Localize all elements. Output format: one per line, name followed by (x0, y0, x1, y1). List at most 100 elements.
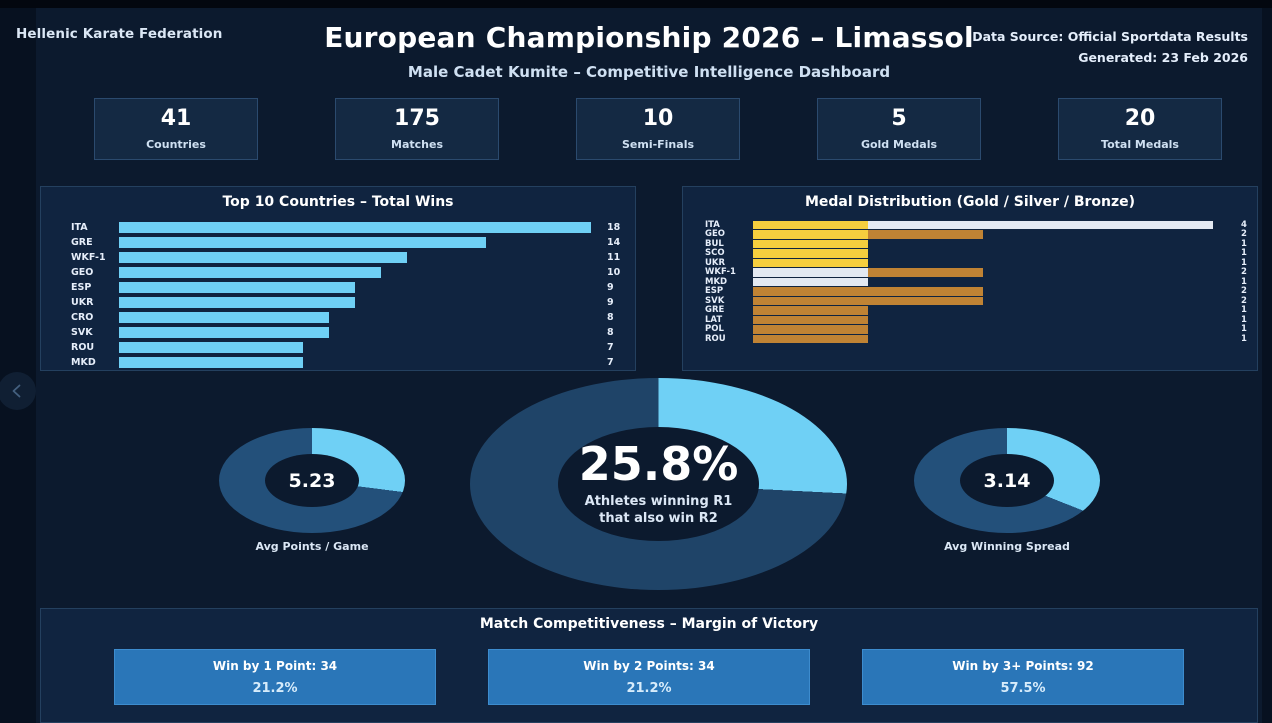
margin-card-win-by-2-points[interactable]: Win by 2 Points: 34 21.2% (488, 649, 810, 705)
bar-track (119, 252, 591, 263)
bar-category-label: ITA (71, 222, 88, 233)
bar-value-label: 18 (607, 222, 621, 233)
panel-top-countries: Top 10 Countries – Total Wins ITA 18 GRE 14… (40, 186, 636, 371)
page-subtitle: Male Cadet Kumite – Competitive Intellig… (407, 63, 891, 81)
bar-fill (119, 267, 382, 278)
bar-value-label: 9 (607, 282, 614, 293)
kpi-label: Semi-Finals (621, 137, 695, 151)
medal-category-label: SVK (705, 295, 725, 306)
kpi-value: 5 (891, 105, 907, 131)
gauge-center-avg-points: 5.23 (265, 454, 359, 507)
kpi-card-matches: 175 Matches (335, 98, 499, 160)
medal-category-label: BUL (705, 238, 724, 249)
bar-value-label: 11 (607, 252, 621, 263)
generated-date-label: Generated: 23 Feb 2026 (1078, 50, 1248, 66)
medal-category-label: POL (705, 324, 724, 335)
bar-category-label: CRO (71, 312, 94, 323)
medal-segment-gold (753, 239, 868, 248)
dashboard-content: Hellenic Karate Federation European Cham… (16, 8, 1262, 723)
bar-category-label: ROU (71, 342, 95, 353)
kpi-value: 175 (394, 105, 440, 131)
medal-category-label: WKF-1 (705, 267, 736, 278)
margin-card-label: Win by 3+ Points: 92 (952, 658, 1094, 673)
kpi-card-semi-finals: 10 Semi-Finals (576, 98, 740, 160)
medal-segment-gold (753, 230, 868, 239)
kpi-row: 41 Countries 175 Matches 10 Semi-Finals 5 Gold … (94, 98, 1222, 160)
medal-bar-row: WKF-1 2 (683, 267, 1257, 278)
medal-segment-bronze (753, 334, 868, 343)
medal-bar-track (753, 220, 1213, 229)
medal-bar-track (753, 258, 1213, 267)
margin-card-win-by-3-points[interactable]: Win by 3+ Points: 92 57.5% (862, 649, 1184, 705)
bar-row: GEO 10 (41, 265, 635, 280)
medal-category-label: ITA (705, 219, 720, 230)
medal-category-label: LAT (705, 314, 723, 325)
bar-track (119, 267, 591, 278)
bar-track (119, 237, 591, 248)
margin-card-percentage: 57.5% (1000, 680, 1046, 696)
page-title: European Championship 2026 – Limassol (324, 21, 974, 54)
medal-bar-row: UKR 1 (683, 258, 1257, 268)
bar-row: UKR 9 (41, 295, 635, 310)
medal-bar-track (753, 230, 1213, 239)
medal-bar-track (753, 249, 1213, 258)
kpi-value: 20 (1124, 105, 1156, 131)
medal-total-label: 1 (1241, 257, 1247, 268)
medal-category-label: MKD (705, 276, 728, 287)
bar-value-label: 8 (607, 312, 614, 323)
bar-value-label: 14 (607, 237, 621, 248)
medal-bar-track (753, 325, 1213, 334)
kpi-value: 10 (642, 105, 674, 131)
bar-row: ROU 7 (41, 340, 635, 355)
medal-total-label: 1 (1241, 305, 1247, 316)
header-meta: Data Source: Official Sportdata Results … (972, 26, 1248, 69)
medal-total-label: 1 (1241, 333, 1247, 344)
medal-category-label: ESP (705, 286, 724, 297)
gauge-value-r1-r2: 25.8% (578, 437, 739, 492)
bar-value-label: 7 (607, 357, 614, 368)
gauge-label-avg-points: Avg Points / Game (255, 540, 369, 553)
bar-category-label: UKR (71, 297, 94, 308)
bar-track (119, 327, 591, 338)
previous-slide-button[interactable] (0, 372, 36, 410)
data-source-label: Data Source: Official Sportdata Results (972, 29, 1248, 44)
medal-segment-bronze (753, 315, 868, 324)
bar-fill (119, 282, 355, 293)
bar-fill (119, 252, 408, 263)
medal-total-label: 4 (1241, 219, 1247, 230)
kpi-card-countries: 41 Countries (94, 98, 258, 160)
medal-total-label: 1 (1241, 314, 1247, 325)
kpi-card-gold-medals: 5 Gold Medals (817, 98, 981, 160)
bar-row: ESP 9 (41, 280, 635, 295)
medal-bar-row: GRE 1 (683, 305, 1257, 316)
medal-segment-silver (753, 268, 868, 277)
medal-segment-silver (868, 220, 1213, 229)
medal-segment-bronze (868, 268, 983, 277)
margin-card-win-by-1-point[interactable]: Win by 1 Point: 34 21.2% (114, 649, 436, 705)
gauge-avg-points-game: 5.23 Avg Points / Game (219, 428, 405, 553)
bar-fill (119, 357, 303, 368)
donut-row: 5.23 Avg Points / Game 25.8% Athletes wi… (36, 373, 1262, 603)
bar-track (119, 342, 591, 353)
medal-bar-row: LAT 1 (683, 315, 1257, 325)
bar-track (119, 297, 591, 308)
bar-row: ITA 18 (41, 220, 635, 235)
bar-value-label: 10 (607, 267, 621, 278)
medal-bar-row: BUL 1 (683, 239, 1257, 249)
margin-card-row: Win by 1 Point: 34 21.2% Win by 2 Points: … (41, 649, 1257, 705)
medal-bar-track (753, 334, 1213, 343)
panel-title-top-countries: Top 10 Countries – Total Wins (222, 194, 454, 210)
medal-segment-gold (753, 220, 868, 229)
medal-total-label: 1 (1241, 238, 1247, 249)
medal-total-label: 2 (1241, 286, 1247, 297)
gauge-r1-r2-conversion: 25.8% Athletes winning R1 that also win … (470, 378, 847, 590)
bar-category-label: MKD (71, 357, 96, 368)
medal-bar-row: SVK 2 (683, 296, 1257, 306)
gauge-value-avg-spread: 3.14 (983, 469, 1031, 492)
gauge-caption-r1-r2: Athletes winning R1 that also win R2 (585, 494, 733, 527)
kpi-label: Total Medals (1101, 137, 1179, 151)
kpi-label: Matches (391, 137, 443, 151)
medal-category-label: GRE (705, 305, 725, 316)
medal-segment-bronze (753, 306, 868, 315)
